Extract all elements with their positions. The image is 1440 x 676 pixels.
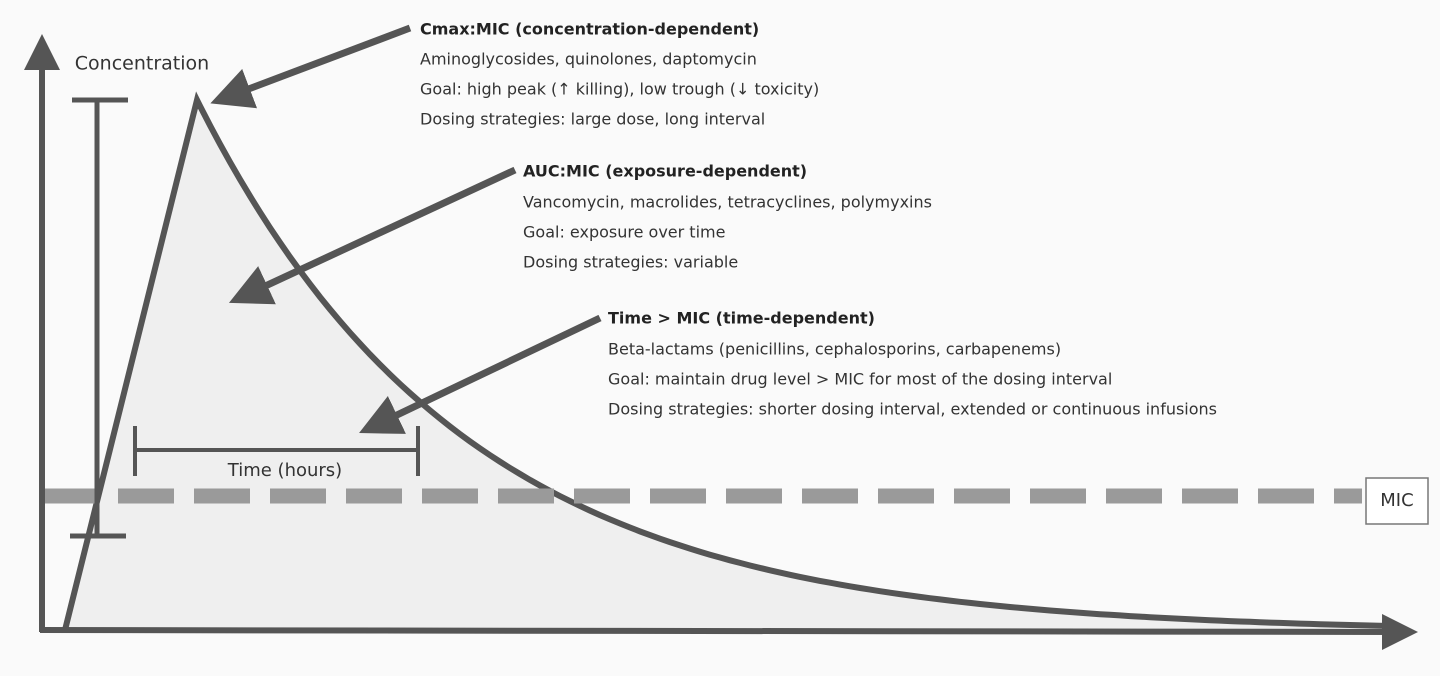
annotation-title: AUC:MIC (exposure-dependent) (523, 162, 807, 181)
annotation-title: Time > MIC (time-dependent) (608, 309, 875, 328)
concentration-curve (62, 91, 1401, 631)
mic-box (1365, 477, 1429, 525)
annotation-line: Vancomycin, macrolides, tetracyclines, p… (523, 193, 932, 212)
annotation-line: Beta-lactams (penicillins, cephalosporin… (608, 340, 1061, 359)
y-axis-label: Concentration (75, 53, 209, 75)
peak-trough-bar (70, 97, 128, 539)
x-axis-label: Time (hours) (227, 460, 342, 481)
pointer-arrows (210, 24, 602, 434)
annotation-line: Aminoglycosides, quinolones, daptomycin (420, 50, 757, 69)
annotation-auc: AUC:MIC (exposure-dependent) Vancomycin,… (523, 162, 932, 272)
annotation-time: Time > MIC (time-dependent) Beta-lactams… (608, 309, 1217, 419)
annotation-line: Goal: high peak (↑ killing), low trough … (420, 80, 819, 99)
annotation-line: Goal: exposure over time (523, 223, 725, 242)
time-bracket (133, 426, 420, 476)
x-axis (39, 613, 1418, 650)
annotation-line: Dosing strategies: shorter dosing interv… (608, 400, 1217, 419)
annotation-title: Cmax:MIC (concentration-dependent) (420, 20, 759, 39)
annotation-line: Dosing strategies: variable (523, 253, 738, 272)
mic-label: MIC (1380, 490, 1413, 511)
annotation-cmax: Cmax:MIC (concentration-dependent) Amino… (420, 20, 819, 129)
annotation-line: Dosing strategies: large dose, long inte… (420, 110, 765, 129)
annotation-line: Goal: maintain drug level > MIC for most… (608, 370, 1112, 389)
